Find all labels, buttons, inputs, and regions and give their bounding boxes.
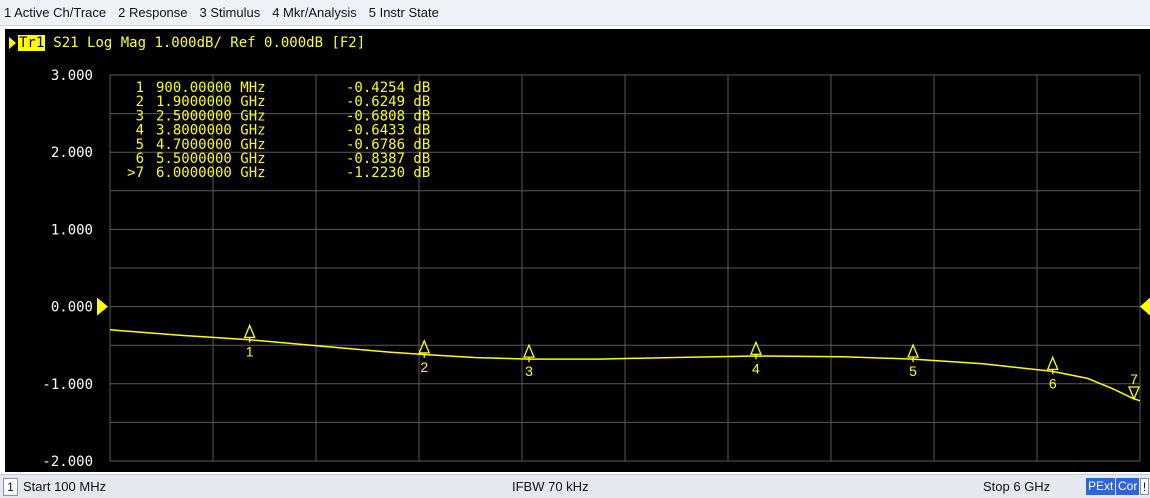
reference-arrow-right-icon [1140,297,1150,316]
marker-triangle-icon [907,343,920,358]
trace-plot[interactable]: 3.000 2.000 1.000 0.000 -1.000 -2.000 1 900.000… [5,29,1150,472]
marker-table-value: -0.8387 dB [346,151,430,167]
marker-triangle-icon [418,339,431,354]
marker-table-frequency: 4.7000000 GHz [156,137,266,153]
trace-header[interactable]: Tr1 S21 Log Mag 1.000dB/ Ref 0.000dB [F2… [5,29,365,57]
y-tick-label: 3.000 [51,68,93,84]
menu-response[interactable]: 2 Response [118,4,188,20]
marker-triangle-icon [749,340,762,355]
marker-table-frequency: 900.00000 MHz [156,80,266,96]
marker-table-value: -0.6433 dB [346,123,430,139]
active-trace-arrow-icon [9,37,16,49]
menu-stimulus[interactable]: 3 Stimulus [199,4,261,20]
marker-table-frequency: 1.9000000 GHz [156,94,266,110]
trace-badge[interactable]: Tr1 [18,35,46,51]
marker-label: 7 [1130,371,1138,387]
marker-table-value: -0.6249 dB [346,94,430,110]
marker-triangle-icon [1046,355,1059,370]
marker-table-value: -0.6808 dB [346,108,430,124]
correction-badge[interactable]: Cor [1116,478,1140,495]
marker-label: 5 [909,363,917,379]
marker-table-frequency: 2.5000000 GHz [156,108,266,124]
marker-table-index: 5 [136,137,144,153]
reference-arrow-left-icon [97,297,108,316]
y-tick-label: 2.000 [51,145,93,161]
trace-line [109,329,1141,402]
marker-table-index: 4 [136,123,144,139]
menu-instr-state[interactable]: 5 Instr State [368,4,439,20]
menu-mkr-analysis[interactable]: 4 Mkr/Analysis [272,4,357,20]
marker-table-value: -0.6786 dB [346,137,430,153]
y-tick-label: -2.000 [42,454,93,470]
marker-table-frequency: 3.8000000 GHz [156,123,266,139]
marker-table-index: 1 [136,80,144,96]
marker-label: 3 [525,363,533,379]
marker-label: 6 [1049,375,1057,391]
marker-label: 1 [246,343,254,359]
stop-frequency[interactable]: Stop 6 GHz [983,479,1051,494]
measurement-screen[interactable]: Tr1 S21 Log Mag 1.000dB/ Ref 0.000dB [F2… [5,29,1150,472]
y-tick-label: -1.000 [42,377,93,393]
marker-table-value: -0.4254 dB [346,80,430,96]
trace-settings-text: S21 Log Mag 1.000dB/ Ref 0.000dB [F2] [53,35,366,51]
marker-table-frequency: 5.5000000 GHz [156,151,266,167]
y-tick-label: 1.000 [51,222,93,238]
marker-table-value: -1.2230 dB [346,165,430,181]
marker-table-index: 3 [136,108,144,124]
y-tick-label: 0.000 [51,300,93,316]
warning-badge[interactable]: ! [1140,478,1149,495]
marker-triangle-icon [523,343,535,358]
marker-table-index: 2 [136,94,144,110]
marker-table-index: >7 [127,165,144,181]
marker-triangle-icon [1128,386,1140,401]
channel-number[interactable]: 1 [3,478,18,496]
menu-active-ch-trace[interactable]: 1 Active Ch/Trace [4,4,107,20]
marker-table-index: 6 [136,151,144,167]
status-footer: 1 Start 100 MHz IFBW 70 kHz Stop 6 GHz P… [0,474,1150,498]
marker-label: 4 [752,360,760,376]
marker-triangle-icon [243,323,256,339]
port-extension-badge[interactable]: PExt [1086,478,1116,495]
marker-table-frequency: 6.0000000 GHz [156,165,266,181]
marker-label: 2 [420,359,428,375]
menu-bar: 1 Active Ch/Trace 2 Response 3 Stimulus … [0,0,1150,26]
start-frequency[interactable]: Start 100 MHz [23,479,107,494]
ifbw-label[interactable]: IFBW 70 kHz [512,479,589,494]
